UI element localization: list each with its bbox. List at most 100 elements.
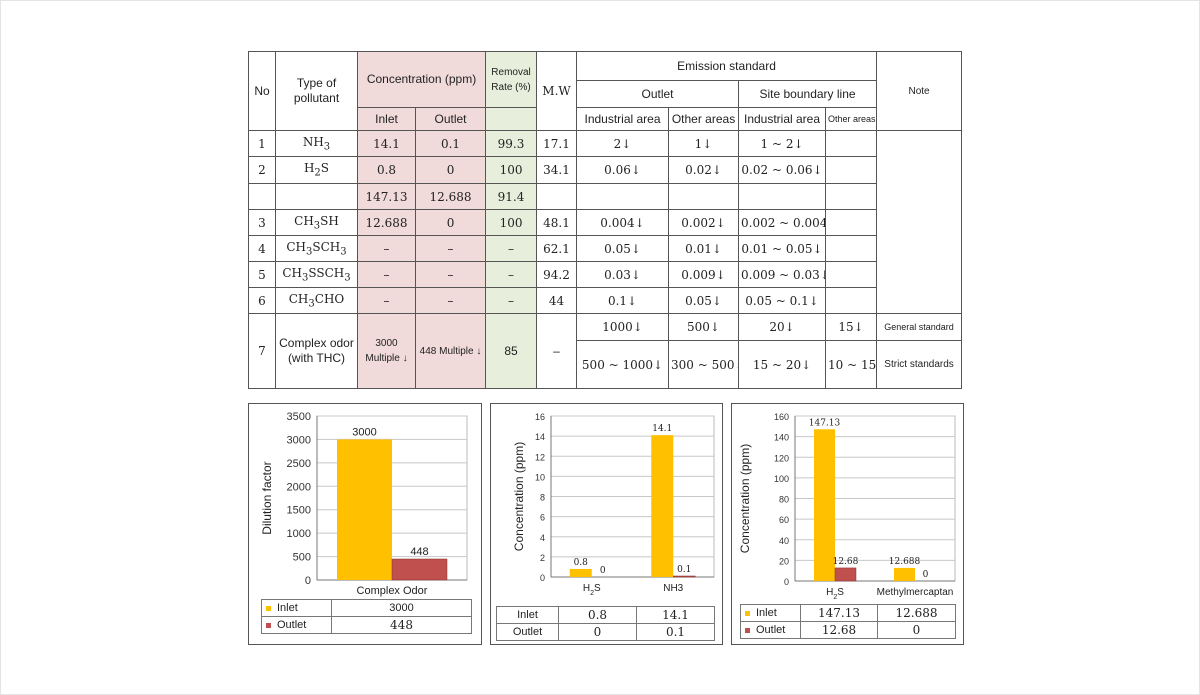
y-tick-label: 4: [540, 533, 545, 543]
legend-outlet: Outlet: [261, 616, 332, 634]
row-site-other: 10 ~ 15↓: [825, 340, 878, 389]
data-label: 448: [410, 546, 428, 558]
y-tick-label: 60: [779, 515, 789, 525]
header-inlet: Inlet: [357, 107, 416, 131]
row-no: 4: [248, 235, 276, 262]
y-tick-label: 10: [535, 472, 545, 482]
legend-label: Outlet: [756, 624, 786, 636]
chart-panel-h2s-methylmercaptan: 0 20 40 60 80 100 120 140 160 Concentration (ppm)…: [731, 403, 964, 645]
row-site-industrial: 20↓: [738, 313, 827, 341]
data-table-h2s-methylmercaptan: Inlet 147.13 12.688 Outlet 12.68 0: [740, 604, 956, 639]
y-tick-label: 3000: [287, 434, 311, 446]
row-site-industrial: [738, 183, 827, 210]
y-tick-label: 2500: [287, 458, 311, 470]
bar-inlet: [569, 568, 592, 577]
table-row: 147.13 12.688 91.4: [248, 183, 962, 210]
y-tick-label: 2: [540, 553, 545, 563]
row-removal: 100: [485, 156, 538, 184]
y-tick-label: 3500: [287, 411, 311, 423]
row-site-other: [825, 261, 878, 288]
row-no: 2: [248, 156, 276, 184]
row-mw: 48.1: [536, 209, 578, 236]
row-removal: 91.4: [485, 183, 538, 210]
bar-outlet: [834, 567, 857, 582]
table-row-complex-strict: 500 ~ 1000↓ 300 ~ 500↓ 15 ~ 20↓ 10 ~ 15↓…: [249, 340, 963, 389]
row-outlet-other: 0.05↓: [668, 287, 740, 314]
row-mw: 34.1: [536, 156, 578, 184]
header-type: Type of pollutant: [275, 51, 358, 131]
y-axis-label: Concentration (ppm): [738, 444, 752, 553]
y-tick-label: 12: [535, 452, 545, 462]
chart-panel-h2s-nh3: 0 2 4 6 8 10 12 14 16 Concentration (ppm) 0.8 0 H2S 1…: [490, 403, 723, 645]
row-site-industrial: 0.002 ~ 0.004↓: [738, 209, 827, 236]
row-outlet: 0: [414, 156, 487, 184]
row-outlet-other: 500↓: [668, 313, 740, 341]
row-site-other: 15↓: [825, 313, 878, 341]
row-mw: 62.1: [536, 235, 578, 262]
header-outlet: Outlet: [414, 107, 487, 131]
note-strict: Strict standards: [876, 340, 963, 389]
data-table-dilution: Inlet 3000 Outlet 448: [261, 599, 472, 634]
data-label: 0: [923, 570, 929, 580]
table-cell: 3000: [331, 599, 472, 617]
y-axis-label: Dilution factor: [260, 461, 274, 534]
legend-label: Outlet: [277, 619, 307, 631]
row-inlet: 147.13: [357, 183, 416, 210]
row-inlet: –: [357, 235, 416, 262]
data-label: 0.8: [574, 558, 589, 568]
category-label: Complex Odor: [357, 585, 428, 597]
table-row: 1 NH3 14.1 0.1 99.3 17.1 2↓ 1↓ 1 ~ 2↓: [248, 130, 963, 314]
row-no: 7: [248, 313, 276, 389]
row-removal: –: [485, 287, 538, 314]
bar-outlet: [391, 558, 448, 581]
header-emission: Emission standard: [576, 51, 878, 81]
legend-label: Outlet: [496, 623, 559, 641]
row-type: [275, 183, 358, 210]
row-type: Complex odor (with THC): [275, 313, 358, 389]
bar-outlet: [673, 575, 696, 578]
chart-h2s-methylmercaptan: 0 20 40 60 80 100 120 140 160 Concentration (ppm)…: [738, 412, 956, 601]
row-outlet-other: 0.02↓: [668, 156, 740, 184]
row-site-other: [825, 287, 878, 314]
row-no: 5: [248, 261, 276, 288]
y-tick-label: 160: [774, 412, 789, 422]
legend-outlet: Outlet: [740, 621, 801, 639]
legend-swatch-outlet: [745, 627, 750, 633]
row-outlet-industrial: 1000↓: [576, 313, 670, 341]
table-cell: 0.8: [558, 606, 637, 624]
data-label: 12.688: [889, 557, 921, 567]
y-tick-label: 100: [774, 474, 789, 484]
y-tick-label: 0: [540, 573, 545, 583]
row-no: 1: [248, 130, 276, 157]
row-inlet: –: [357, 261, 416, 288]
note-general: General standard: [876, 313, 963, 341]
row-site-industrial: 0.009 ~ 0.03↓: [738, 261, 827, 288]
row-outlet-industrial: 500 ~ 1000↓: [576, 340, 670, 389]
data-label: 0.1: [677, 565, 691, 575]
row-outlet: 0.1: [414, 130, 487, 157]
y-tick-label: 120: [774, 453, 789, 463]
row-mw: 94.2: [536, 261, 578, 288]
note-blank: [876, 130, 963, 314]
table-cell: 12.68: [800, 621, 878, 639]
header-industrial-area-site: Industrial area: [738, 107, 827, 131]
legend-label: Inlet: [277, 602, 298, 614]
row-inlet: 12.688: [357, 209, 416, 236]
row-outlet-other: 0.009↓: [668, 261, 740, 288]
row-outlet: 12.688: [414, 183, 487, 210]
row-site-industrial: 1 ~ 2↓: [738, 130, 827, 157]
row-mw: 44: [536, 287, 578, 314]
row-type: CH3SCH3: [275, 235, 358, 262]
row-no: 6: [248, 287, 276, 314]
row-site-other: [825, 235, 878, 262]
row-no: [248, 183, 276, 210]
table-cell: 0.1: [636, 623, 715, 641]
row-type: CH3SSCH3: [275, 261, 358, 288]
legend-swatch-inlet: [266, 605, 271, 611]
row-removal: –: [485, 235, 538, 262]
row-type: NH3: [275, 130, 358, 157]
header-mw: M.W: [536, 51, 578, 131]
row-site-other: [825, 156, 878, 184]
chart-h2s-nh3: 0 2 4 6 8 10 12 14 16 Concentration (ppm) 0.8 0 H2S 1…: [512, 412, 715, 597]
table-row: 2 H2S 0.8 0 100 34.1 0.06↓ 0.02↓ 0.02 ~ …: [248, 156, 962, 184]
